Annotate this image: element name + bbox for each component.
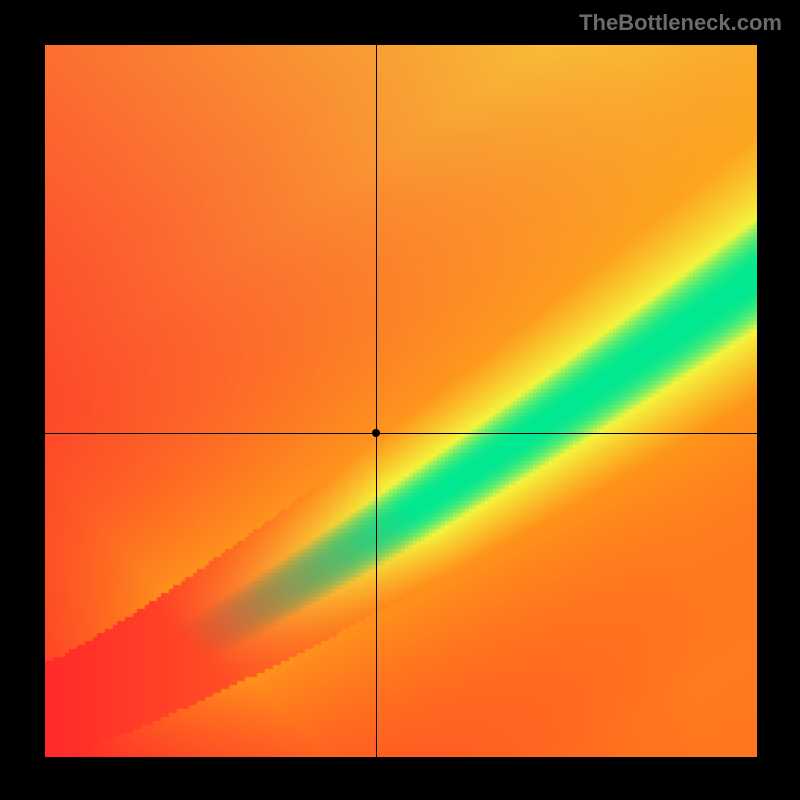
heatmap-plot bbox=[45, 45, 757, 757]
data-point-marker bbox=[372, 429, 380, 437]
crosshair-horizontal bbox=[45, 433, 757, 434]
chart-container: { "watermark": { "text": "TheBottleneck.… bbox=[0, 0, 800, 800]
heatmap-canvas bbox=[45, 45, 757, 757]
watermark-text: TheBottleneck.com bbox=[579, 10, 782, 36]
crosshair-vertical bbox=[376, 45, 377, 757]
